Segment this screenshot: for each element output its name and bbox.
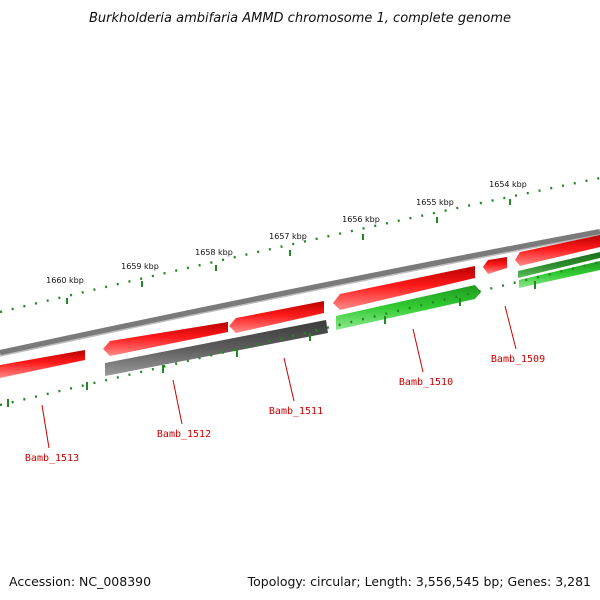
gene-bamb-1513[interactable] bbox=[0, 350, 85, 378]
gene-labels: Bamb_1513 Bamb_1512 Bamb_1511 Bamb_1510 … bbox=[25, 354, 545, 464]
genome-summary-text: Topology: circular; Length: 3,556,545 bp… bbox=[247, 574, 591, 589]
kbp-labels: 1660 kbp 1659 kbp 1658 kbp 1657 kbp 1656… bbox=[46, 180, 527, 285]
leader-line bbox=[504, 305, 517, 350]
gene-label[interactable]: Bamb_1511 bbox=[269, 406, 323, 417]
map-title: Burkholderia ambifaria AMMD chromosome 1… bbox=[89, 11, 511, 26]
kbp-label: 1658 kbp bbox=[195, 248, 233, 257]
kbp-label: 1656 kbp bbox=[342, 215, 380, 224]
leader-line bbox=[283, 357, 295, 402]
kbp-label: 1660 kbp bbox=[46, 276, 84, 285]
gene-partial-right-green[interactable] bbox=[519, 261, 600, 288]
genome-backbone bbox=[0, 229, 600, 356]
gene-leader-lines bbox=[41, 305, 517, 449]
gene-bamb-1512-forward[interactable] bbox=[103, 322, 228, 356]
gene-label[interactable]: Bamb_1509 bbox=[491, 354, 545, 365]
gene-bamb-1509[interactable] bbox=[483, 257, 507, 274]
kbp-label: 1655 kbp bbox=[416, 198, 454, 207]
gene-partial-right[interactable] bbox=[515, 235, 600, 266]
outer-major-ticks bbox=[66, 199, 511, 304]
inner-major-ticks bbox=[7, 281, 536, 407]
kbp-label: 1657 kbp bbox=[269, 232, 307, 241]
gene-bamb-1511[interactable] bbox=[229, 301, 324, 333]
forward-strand-genes bbox=[0, 235, 600, 378]
leader-line bbox=[172, 379, 183, 425]
gene-bamb-1510-forward[interactable] bbox=[333, 266, 475, 310]
gene-partial-right-dark[interactable] bbox=[518, 252, 600, 278]
gene-label[interactable]: Bamb_1510 bbox=[399, 377, 453, 388]
gene-label[interactable]: Bamb_1512 bbox=[157, 429, 211, 440]
leader-line bbox=[41, 404, 50, 449]
kbp-label: 1659 kbp bbox=[121, 262, 159, 271]
outer-tick-ruler bbox=[0, 176, 600, 314]
genome-backbone-highlight bbox=[0, 234, 600, 357]
accession-text: Accession: NC_008390 bbox=[9, 574, 151, 589]
gene-bamb-1512[interactable] bbox=[105, 320, 328, 376]
leader-line bbox=[412, 328, 424, 373]
kbp-label: 1654 kbp bbox=[489, 180, 527, 189]
gene-label[interactable]: Bamb_1513 bbox=[25, 453, 79, 464]
